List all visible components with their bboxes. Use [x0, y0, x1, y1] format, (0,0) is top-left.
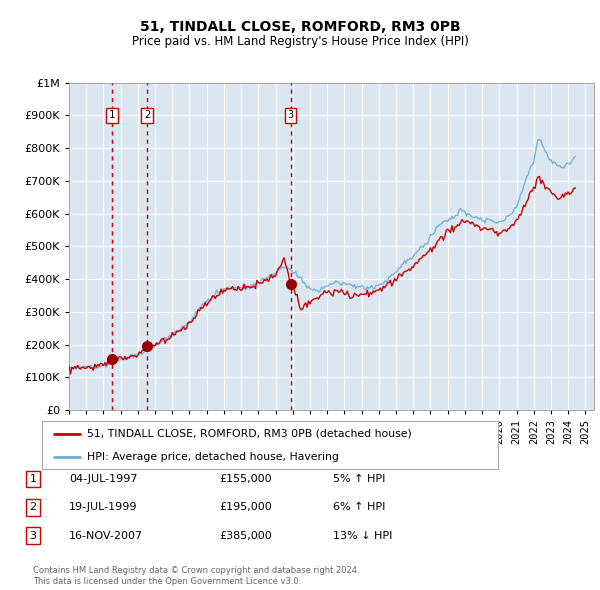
Text: £195,000: £195,000: [219, 503, 272, 512]
Text: 1: 1: [109, 110, 115, 120]
Text: £385,000: £385,000: [219, 531, 272, 540]
Text: This data is licensed under the Open Government Licence v3.0.: This data is licensed under the Open Gov…: [33, 576, 301, 586]
Text: 2: 2: [144, 110, 150, 120]
Text: 2: 2: [29, 503, 37, 512]
Text: 5% ↑ HPI: 5% ↑ HPI: [333, 474, 385, 484]
Text: 1: 1: [29, 474, 37, 484]
Text: 13% ↓ HPI: 13% ↓ HPI: [333, 531, 392, 540]
Text: 16-NOV-2007: 16-NOV-2007: [69, 531, 143, 540]
Text: HPI: Average price, detached house, Havering: HPI: Average price, detached house, Have…: [86, 452, 338, 462]
Text: Price paid vs. HM Land Registry's House Price Index (HPI): Price paid vs. HM Land Registry's House …: [131, 35, 469, 48]
Text: Contains HM Land Registry data © Crown copyright and database right 2024.: Contains HM Land Registry data © Crown c…: [33, 566, 359, 575]
Text: 04-JUL-1997: 04-JUL-1997: [69, 474, 137, 484]
Text: 3: 3: [29, 531, 37, 540]
Text: £155,000: £155,000: [219, 474, 272, 484]
Text: 6% ↑ HPI: 6% ↑ HPI: [333, 503, 385, 512]
Text: 51, TINDALL CLOSE, ROMFORD, RM3 0PB (detached house): 51, TINDALL CLOSE, ROMFORD, RM3 0PB (det…: [86, 429, 412, 439]
Text: 3: 3: [287, 110, 294, 120]
Text: 19-JUL-1999: 19-JUL-1999: [69, 503, 137, 512]
Text: 51, TINDALL CLOSE, ROMFORD, RM3 0PB: 51, TINDALL CLOSE, ROMFORD, RM3 0PB: [140, 19, 460, 34]
